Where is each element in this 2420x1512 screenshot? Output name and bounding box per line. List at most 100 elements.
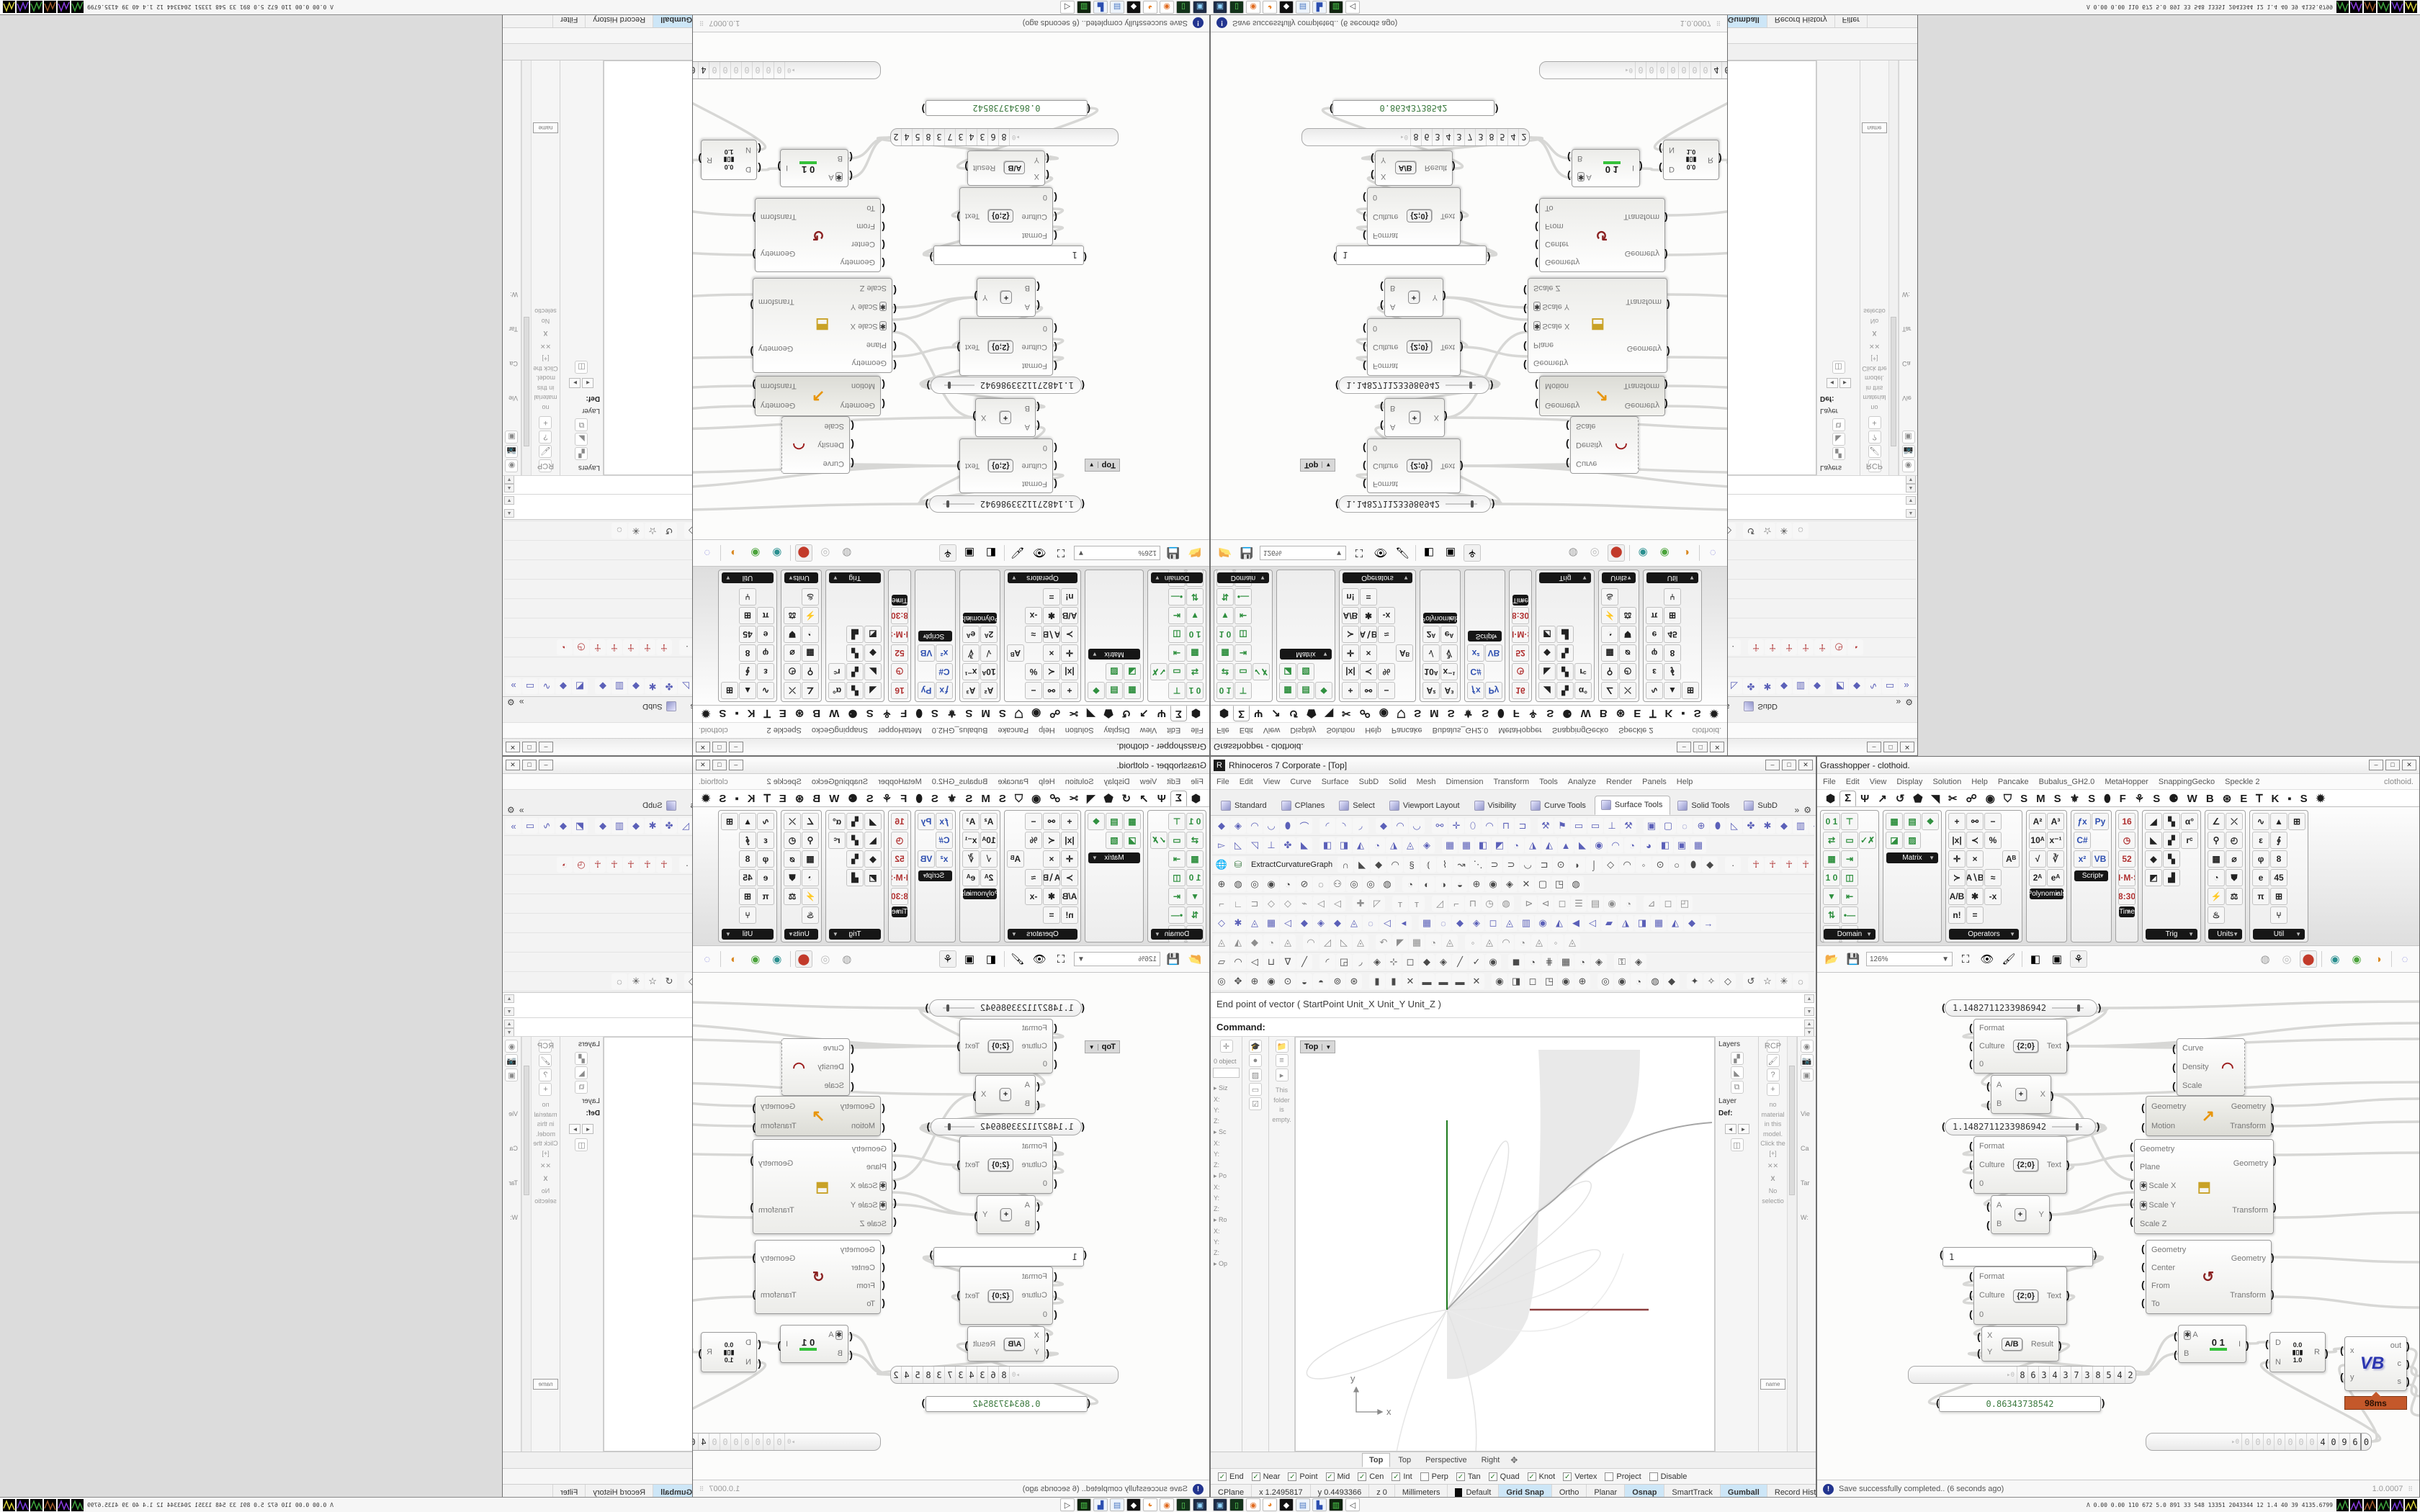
- number-slider-y[interactable]: 1.1482711233986942(): [1940, 1118, 2101, 1135]
- toolbar-icon[interactable]: ☥: [589, 639, 606, 655]
- gh-component-icon[interactable]: C#: [2074, 832, 2091, 849]
- gh-component-icon[interactable]: 45: [2270, 869, 2287, 886]
- toolbar-icon[interactable]: ◻: [1525, 973, 1541, 989]
- gh-menu-snappinggecko[interactable]: SnappingGecko: [811, 726, 869, 735]
- gh-port[interactable]: ): [1494, 102, 1500, 114]
- gh-port[interactable]: ): [1489, 379, 1495, 391]
- toolbar-icon[interactable]: ⚿: [1614, 954, 1630, 970]
- gh-component-icon[interactable]: ⇅: [1186, 906, 1204, 924]
- toolbar-icon[interactable]: ☥: [606, 857, 622, 873]
- gh-component-icon[interactable]: ▦: [1823, 850, 1840, 868]
- gh-group-label[interactable]: Units ▼: [784, 929, 818, 940]
- digit-cell[interactable]: 0: [731, 62, 742, 78]
- rhino-menu-solid[interactable]: Solid: [1389, 777, 1407, 786]
- gh-component-icon[interactable]: VB: [918, 644, 935, 662]
- gh-component-icon[interactable]: 8: [2270, 850, 2287, 868]
- right-scrollbar[interactable]: [1888, 60, 1899, 475]
- layer-row[interactable]: Layer: [581, 407, 600, 415]
- gh-group-label[interactable]: Operators ▼: [1343, 572, 1412, 583]
- gh-preview-icon[interactable]: ◉: [750, 546, 761, 559]
- gh-component-icon[interactable]: ⊞: [739, 607, 756, 624]
- toolbar-icon[interactable]: ◉: [1558, 973, 1574, 989]
- name-box[interactable]: name: [533, 122, 558, 133]
- toolbar-icon[interactable]: ◬: [1280, 935, 1296, 950]
- gh-toolbar-icon[interactable]: ⚘: [939, 950, 956, 968]
- gh-component-icon[interactable]: ∮: [2270, 832, 2287, 849]
- toolbar-icon[interactable]: ◍: [1647, 973, 1663, 989]
- toolbar-icon[interactable]: ⋕: [1541, 954, 1557, 970]
- toolbar-icon[interactable]: ◔: [1515, 935, 1531, 950]
- gh-tab-18[interactable]: ⚘: [882, 793, 892, 805]
- gh-port[interactable]: (: [1969, 1176, 1973, 1189]
- gh-group-label[interactable]: Operators ▼: [1949, 929, 2019, 940]
- toolbar-icon[interactable]: §: [1404, 857, 1420, 873]
- gh-component-icon[interactable]: VB: [918, 850, 935, 868]
- toolbar-icon[interactable]: ◠: [1619, 857, 1636, 873]
- toolbar-icon[interactable]: ✦: [1687, 973, 1703, 989]
- toolbar-icon[interactable]: ◆: [1809, 818, 1814, 834]
- gh-port[interactable]: (: [2130, 1196, 2133, 1208]
- gh-port[interactable]: (: [1986, 1079, 1990, 1092]
- gh-group-label[interactable]: Operators ▼: [1008, 929, 1077, 940]
- gh-component-icon[interactable]: ◪: [1124, 832, 1141, 849]
- gh-component-icon[interactable]: φ: [757, 644, 774, 662]
- gh-tab-17[interactable]: F: [900, 793, 908, 805]
- digit-cell[interactable]: 0: [774, 1434, 785, 1450]
- toolbar-icon[interactable]: ◬: [1442, 935, 1458, 950]
- toolbar-icon[interactable]: ◦: [1465, 935, 1481, 950]
- gh-component-icon[interactable]: ◔: [2208, 869, 2225, 886]
- addition-y[interactable]: A B + Y((): [1986, 1195, 2053, 1234]
- toolbar-icon[interactable]: ⊥: [1604, 818, 1620, 834]
- gh-component-icon[interactable]: ∮: [739, 663, 756, 680]
- gh-tab-5[interactable]: ⬟: [1103, 707, 1113, 719]
- toolbar-icon[interactable]: ◺: [1336, 935, 1352, 950]
- gh-toolbar-icon[interactable]: 👁: [1980, 953, 1994, 966]
- gh-port[interactable]: (: [1363, 230, 1366, 243]
- toolbar-icon[interactable]: ▰: [1601, 915, 1617, 931]
- gh-toolbar-icon[interactable]: ▣: [1445, 546, 1456, 559]
- gh-component-icon[interactable]: ∿: [2252, 813, 2269, 830]
- gh-component-icon[interactable]: ❖: [1315, 682, 1332, 699]
- gh-component-icon[interactable]: ƒx: [2074, 813, 2091, 830]
- toolbar-icon[interactable]: ◇: [1603, 857, 1619, 873]
- gh-component-icon[interactable]: ⚲: [802, 832, 819, 849]
- gh-port[interactable]: ): [1667, 299, 1670, 311]
- right-scrollbar[interactable]: [521, 60, 532, 475]
- toolbar-icon[interactable]: ◬: [1214, 935, 1229, 950]
- toolbar-icon[interactable]: 🌐: [1214, 857, 1229, 873]
- rhino-menu-surface[interactable]: Surface: [1321, 777, 1349, 786]
- toolbar-icon[interactable]: ⊕: [1469, 876, 1484, 892]
- gh-group-label[interactable]: Trig ▼: [829, 572, 881, 583]
- gh-tab-12[interactable]: M: [981, 793, 990, 805]
- gh-component-icon[interactable]: H·M·S: [2118, 869, 2136, 886]
- gh-component-icon[interactable]: x²: [936, 644, 953, 662]
- gh-menu-edit[interactable]: Edit: [1167, 777, 1181, 786]
- gh-component-icon[interactable]: ◷: [891, 663, 908, 680]
- material-panel-icon[interactable]: 🖌: [1868, 445, 1881, 458]
- gh-group-label[interactable]: Util ▼: [1646, 572, 1698, 583]
- gh-port[interactable]: ): [2273, 1201, 2277, 1213]
- material-panel-icon[interactable]: ?: [539, 431, 552, 444]
- gh-port[interactable]: (: [1567, 170, 1571, 182]
- toolbar-icon[interactable]: ↺: [661, 973, 677, 989]
- gh-component-icon[interactable]: ⇄: [1216, 663, 1234, 680]
- toolbar-icon[interactable]: ▭: [1882, 678, 1898, 694]
- gh-port[interactable]: (: [1036, 1218, 1040, 1230]
- gh-tab-0[interactable]: ⬢: [1826, 793, 1836, 805]
- toolbar-icon[interactable]: ◺: [1726, 818, 1742, 834]
- toolbar-icon[interactable]: ✥: [1230, 973, 1246, 989]
- toolbar-icon[interactable]: ◌: [611, 973, 627, 989]
- addition-x[interactable]: A B + X((): [1380, 398, 1448, 437]
- gh-component-icon[interactable]: 10ᴬ: [980, 663, 998, 680]
- gh-tab-24[interactable]: E: [779, 793, 786, 805]
- digit-cell[interactable]: 3: [956, 129, 967, 145]
- toolbar-icon[interactable]: ◇: [1280, 896, 1296, 912]
- gh-menu-help[interactable]: Help: [1971, 777, 1988, 786]
- remap-component[interactable]: D N 0.0 ▮▯▮ 1.0 R((): [698, 1332, 761, 1372]
- gh-component-icon[interactable]: ◢: [864, 813, 882, 830]
- gh-tab-17[interactable]: F: [900, 707, 908, 719]
- gh-component-icon[interactable]: ✓✗: [1150, 663, 1168, 680]
- view-panel-icon[interactable]: ◉: [505, 459, 519, 472]
